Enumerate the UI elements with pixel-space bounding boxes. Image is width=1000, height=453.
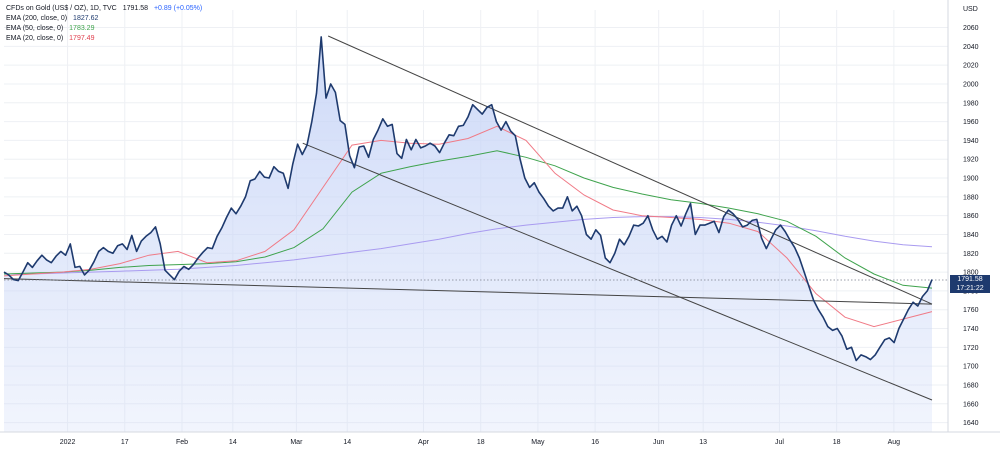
time-tick-label: 18 <box>833 439 841 446</box>
price-tick-label: 1920 <box>963 157 979 164</box>
time-tick-label: 16 <box>591 439 599 446</box>
ema50-value: 1783.29 <box>69 25 95 32</box>
price-tick-label: 1800 <box>963 270 979 277</box>
price-tick-label: 1720 <box>963 345 979 352</box>
price-tick-label: 2060 <box>963 25 979 32</box>
price-line <box>3 36 933 362</box>
price-tick-label: 1940 <box>963 138 979 145</box>
price-series-line <box>3 36 933 362</box>
price-area <box>4 36 932 433</box>
price-tick-label: 1880 <box>963 194 979 201</box>
badge-price: 1791.58 <box>957 276 983 283</box>
time-tick-label: Feb <box>176 439 188 446</box>
legend-ema50-row[interactable]: EMA (50, close, 0) 1783.29 <box>6 24 202 34</box>
time-tick-label: 14 <box>343 439 351 446</box>
time-tick-label: Apr <box>418 439 430 446</box>
time-tick-label: May <box>531 439 545 446</box>
legend-ema200-row[interactable]: EMA (200, close, 0) 1827.62 <box>6 14 202 24</box>
legend-symbol-row: CFDs on Gold (US$ / OZ), 1D, TVC 1791.58… <box>6 4 202 14</box>
price-change: +0.89 (+0.05%) <box>153 5 203 12</box>
price-axis[interactable]: USD 164016601680170017201740176017801800… <box>947 0 979 432</box>
time-tick-label: 17 <box>121 439 129 446</box>
ema-lines <box>3 125 933 328</box>
symbol-title: CFDs on Gold (US$ / OZ), 1D, TVC <box>6 5 117 12</box>
ema200-line <box>4 216 933 275</box>
price-tick-label: 1700 <box>963 364 979 371</box>
price-tick-label: 1640 <box>963 420 979 427</box>
time-tick-label: 14 <box>229 439 237 446</box>
badge-countdown: 17:21:22 <box>956 285 984 292</box>
price-tick-label: 1960 <box>963 119 979 126</box>
trend-line[interactable] <box>3 278 933 305</box>
axis-unit-label: USD <box>963 6 978 13</box>
price-area-fill <box>4 36 932 433</box>
time-tick-label: Jul <box>775 439 784 446</box>
time-tick-label: Jun <box>653 439 664 446</box>
price-tick-label: 1820 <box>963 251 979 258</box>
time-tick-label: 18 <box>477 439 485 446</box>
time-tick-label: Aug <box>888 439 901 446</box>
time-tick-label: 2022 <box>60 439 76 446</box>
time-axis[interactable]: 2022 17 Feb 14 Mar 14 Apr 18 May 16 Jun 13 Jul 18 Aug <box>0 431 1000 446</box>
price-tick-label: 2040 <box>963 44 979 51</box>
trend-line[interactable] <box>302 142 933 401</box>
ema20-line <box>3 125 933 328</box>
price-tick-label: 1900 <box>963 176 979 183</box>
price-tick-label: 1980 <box>963 100 979 107</box>
price-tick-label: 1680 <box>963 382 979 389</box>
price-tick-label: 1840 <box>963 232 979 239</box>
chart-legend: CFDs on Gold (US$ / OZ), 1D, TVC 1791.58… <box>6 4 202 44</box>
legend-ema20-row[interactable]: EMA (20, close, 0) 1797.49 <box>6 34 202 44</box>
time-tick-label: 13 <box>699 439 707 446</box>
ema20-value: 1797.49 <box>69 35 95 42</box>
price-tick-label: 1860 <box>963 213 979 220</box>
trend-line[interactable] <box>327 35 933 305</box>
current-price: 1791.58 <box>122 5 148 12</box>
ema50-label: EMA (50, close, 0) <box>6 25 64 32</box>
price-tick-label: 1660 <box>963 401 979 408</box>
price-tick-label: 2000 <box>963 81 979 88</box>
price-tick-label: 1740 <box>963 326 979 333</box>
price-tick-label: 2020 <box>963 63 979 70</box>
ema50-line <box>3 150 933 289</box>
trend-lines[interactable] <box>3 35 948 401</box>
ema200-value: 1827.62 <box>73 15 99 22</box>
price-tick-label: 1760 <box>963 307 979 314</box>
last-price-badge: 1791.58 17:21:22 <box>950 275 990 293</box>
ema20-label: EMA (20, close, 0) <box>6 35 64 42</box>
ema200-label: EMA (200, close, 0) <box>6 15 68 22</box>
time-tick-label: Mar <box>290 439 303 446</box>
